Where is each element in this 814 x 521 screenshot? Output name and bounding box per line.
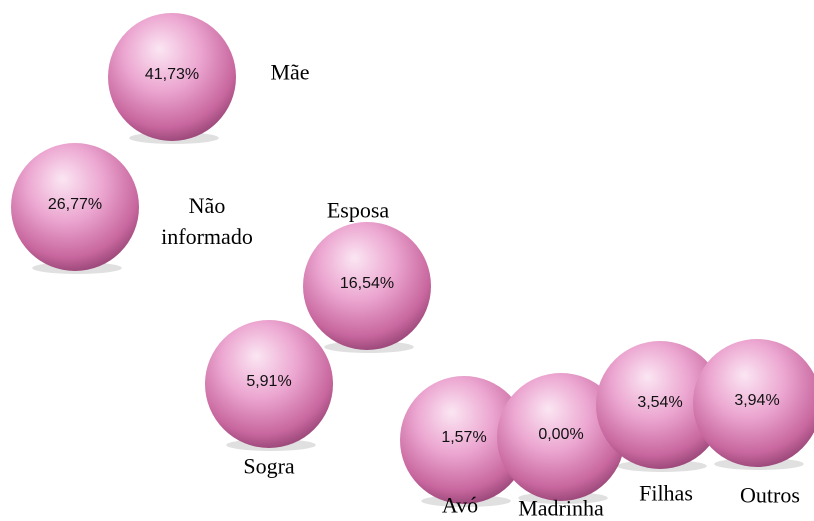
- sphere: [108, 13, 236, 141]
- sphere: [205, 320, 333, 448]
- value-label: 3,94%: [734, 392, 779, 409]
- sphere: [400, 376, 528, 504]
- value-label: 0,00%: [538, 426, 583, 443]
- value-label: 5,91%: [246, 373, 291, 390]
- category-label: Avó: [441, 492, 479, 518]
- sphere: [497, 373, 625, 501]
- value-label: 1,57%: [441, 429, 486, 446]
- value-label: 26,77%: [48, 196, 102, 213]
- sphere: [693, 339, 814, 467]
- category-label: Madrinha: [518, 495, 604, 521]
- sphere: [11, 143, 139, 271]
- value-label: 41,73%: [145, 66, 199, 83]
- category-label: Filhas: [639, 480, 693, 506]
- value-label: 16,54%: [340, 275, 394, 292]
- category-label: Outros: [740, 482, 800, 508]
- value-label: 3,54%: [637, 394, 682, 411]
- category-label: Esposa: [326, 197, 390, 223]
- category-label: Mãe: [270, 59, 310, 85]
- sphere: [596, 341, 724, 469]
- category-label: Não informado: [161, 193, 253, 249]
- sphere: [303, 222, 431, 350]
- category-label: Sogra: [243, 453, 295, 479]
